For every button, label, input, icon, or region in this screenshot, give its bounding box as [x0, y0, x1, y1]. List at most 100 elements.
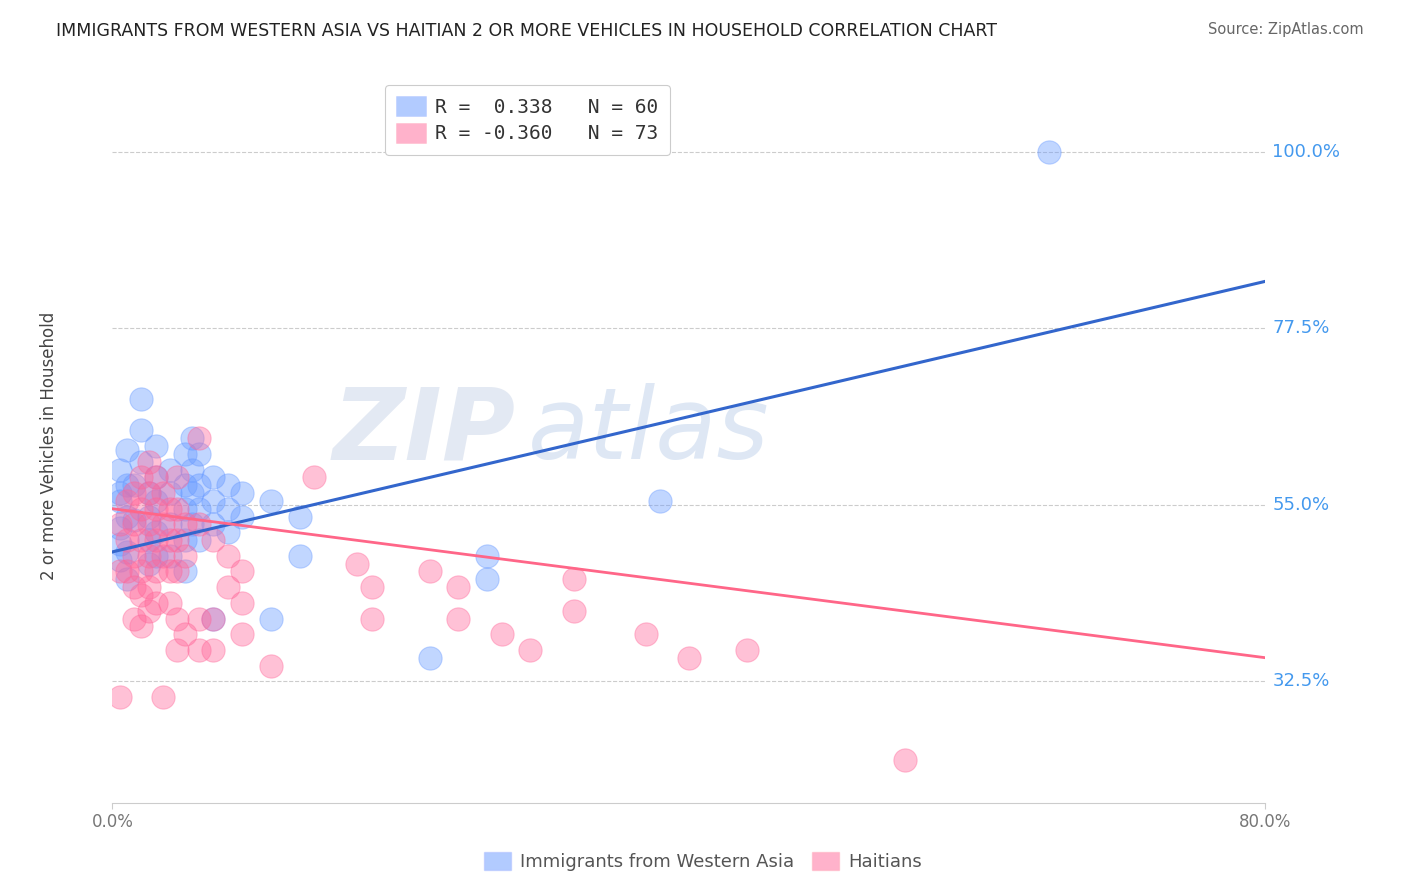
- Point: [122, 580, 145, 594]
- Point: [894, 753, 917, 767]
- Point: [173, 478, 195, 492]
- Point: [108, 517, 131, 532]
- Point: [129, 470, 153, 484]
- Point: [173, 533, 195, 547]
- Legend: R =  0.338   N = 60, R = -0.360   N = 73: R = 0.338 N = 60, R = -0.360 N = 73: [385, 85, 671, 155]
- Point: [138, 557, 160, 571]
- Point: [166, 565, 188, 579]
- Point: [129, 588, 153, 602]
- Point: [180, 517, 202, 532]
- Point: [138, 517, 160, 532]
- Point: [231, 565, 253, 579]
- Point: [346, 557, 368, 571]
- Text: 77.5%: 77.5%: [1272, 319, 1330, 337]
- Point: [159, 533, 181, 547]
- Point: [108, 521, 131, 535]
- Point: [159, 486, 181, 500]
- Text: ZIP: ZIP: [333, 384, 516, 480]
- Point: [115, 572, 138, 586]
- Point: [360, 611, 382, 625]
- Point: [519, 643, 541, 657]
- Point: [159, 596, 181, 610]
- Point: [108, 537, 131, 551]
- Point: [188, 611, 211, 625]
- Point: [288, 509, 311, 524]
- Point: [108, 486, 131, 500]
- Point: [260, 494, 283, 508]
- Point: [122, 514, 145, 528]
- Point: [491, 627, 513, 641]
- Text: 32.5%: 32.5%: [1272, 673, 1330, 690]
- Point: [129, 423, 153, 437]
- Point: [108, 690, 131, 704]
- Point: [152, 517, 174, 532]
- Point: [108, 552, 131, 566]
- Point: [475, 549, 498, 563]
- Text: Source: ZipAtlas.com: Source: ZipAtlas.com: [1208, 22, 1364, 37]
- Point: [138, 604, 160, 618]
- Point: [115, 478, 138, 492]
- Point: [260, 611, 283, 625]
- Point: [202, 643, 225, 657]
- Point: [634, 627, 657, 641]
- Point: [138, 549, 160, 563]
- Point: [115, 509, 138, 524]
- Point: [202, 533, 225, 547]
- Point: [145, 501, 167, 516]
- Point: [188, 533, 211, 547]
- Point: [122, 478, 145, 492]
- Point: [231, 627, 253, 641]
- Point: [166, 643, 188, 657]
- Point: [166, 470, 188, 484]
- Point: [138, 509, 160, 524]
- Point: [648, 494, 672, 508]
- Point: [129, 455, 153, 469]
- Point: [360, 580, 382, 594]
- Point: [152, 690, 174, 704]
- Point: [129, 533, 153, 547]
- Point: [122, 486, 145, 500]
- Point: [231, 596, 253, 610]
- Point: [447, 580, 470, 594]
- Point: [122, 549, 145, 563]
- Point: [115, 565, 138, 579]
- Text: 2 or more Vehicles in Household: 2 or more Vehicles in Household: [39, 312, 58, 580]
- Point: [217, 501, 239, 516]
- Point: [138, 486, 160, 500]
- Point: [159, 462, 181, 476]
- Point: [180, 462, 202, 476]
- Point: [173, 501, 195, 516]
- Point: [202, 470, 225, 484]
- Point: [122, 611, 145, 625]
- Point: [217, 478, 239, 492]
- Point: [145, 470, 167, 484]
- Point: [173, 565, 195, 579]
- Point: [129, 619, 153, 633]
- Point: [188, 447, 211, 461]
- Point: [145, 525, 167, 540]
- Point: [108, 494, 131, 508]
- Point: [138, 533, 160, 547]
- Point: [304, 470, 326, 484]
- Point: [173, 517, 195, 532]
- Point: [562, 604, 585, 618]
- Point: [115, 494, 138, 508]
- Point: [129, 501, 153, 516]
- Point: [115, 442, 138, 457]
- Point: [108, 462, 131, 476]
- Point: [115, 533, 138, 547]
- Point: [217, 549, 239, 563]
- Point: [678, 650, 700, 665]
- Text: 100.0%: 100.0%: [1272, 143, 1340, 161]
- Text: atlas: atlas: [527, 384, 769, 480]
- Point: [202, 611, 225, 625]
- Point: [166, 533, 188, 547]
- Text: IMMIGRANTS FROM WESTERN ASIA VS HAITIAN 2 OR MORE VEHICLES IN HOUSEHOLD CORRELAT: IMMIGRANTS FROM WESTERN ASIA VS HAITIAN …: [56, 22, 997, 40]
- Point: [108, 565, 131, 579]
- Point: [475, 572, 498, 586]
- Point: [138, 580, 160, 594]
- Point: [145, 549, 167, 563]
- Point: [188, 478, 211, 492]
- Point: [138, 486, 160, 500]
- Point: [188, 431, 211, 445]
